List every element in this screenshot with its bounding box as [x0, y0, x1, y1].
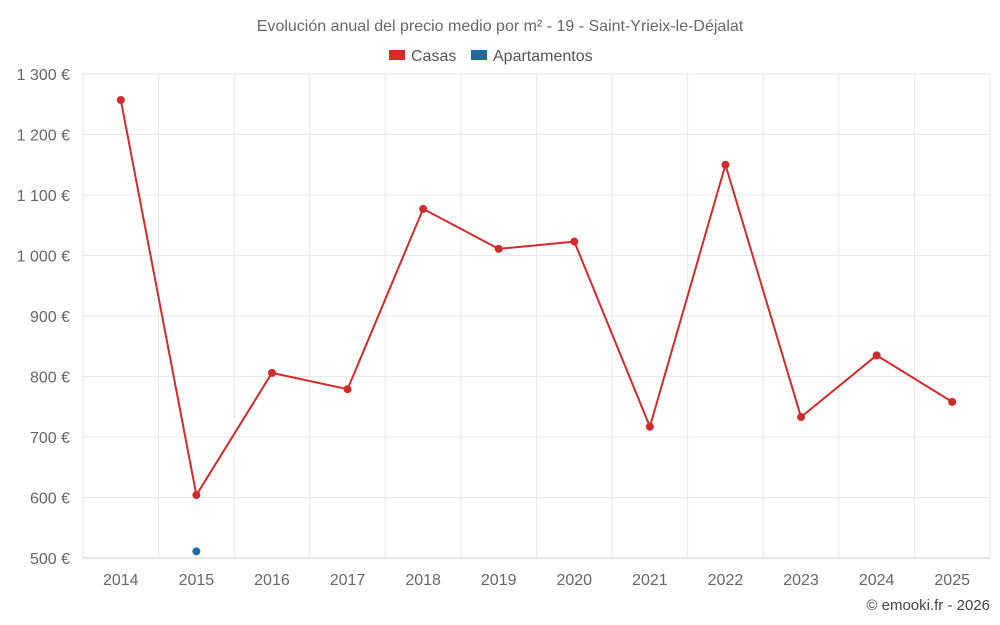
y-tick-label: 1 000 €: [17, 249, 70, 266]
data-point[interactable]: [267, 368, 276, 377]
series-line: [119, 99, 953, 497]
data-point[interactable]: [192, 491, 201, 500]
x-tick-label: 2014: [103, 572, 139, 589]
data-point[interactable]: [645, 422, 654, 431]
x-tick-label: 2019: [481, 572, 517, 589]
x-tick-label: 2021: [632, 572, 668, 589]
data-point[interactable]: [948, 397, 957, 406]
y-tick-label: 800 €: [30, 370, 70, 387]
y-tick-label: 1 200 €: [17, 128, 70, 145]
series-apartamentos: [192, 547, 201, 556]
x-tick-label: 2018: [405, 572, 441, 589]
grid: [82, 73, 991, 559]
y-tick-label: 1 100 €: [17, 188, 70, 205]
x-tick-label: 2016: [254, 572, 290, 589]
series: [116, 96, 957, 556]
data-point[interactable]: [872, 351, 881, 360]
x-tick-label: 2015: [179, 572, 215, 589]
y-tick-label: 1 300 €: [17, 67, 70, 84]
x-tick-label: 2025: [934, 572, 970, 589]
x-axis-ticks: 2014 2015 2016 2017 2018 2019 2020 2021 2022 2023…: [103, 572, 970, 589]
legend-item-casas[interactable]: Casas: [389, 48, 456, 65]
legend-label: Casas: [411, 48, 456, 65]
x-tick-label: 2020: [556, 572, 592, 589]
legend-label: Apartamentos: [493, 48, 593, 65]
x-tick-label: 2024: [859, 572, 895, 589]
y-tick-label: 700 €: [30, 430, 70, 447]
y-tick-label: 500 €: [30, 551, 70, 568]
data-point[interactable]: [116, 96, 125, 105]
x-tick-label: 2022: [708, 572, 744, 589]
data-point[interactable]: [494, 244, 503, 253]
y-tick-label: 600 €: [30, 491, 70, 508]
credit-text: © emooki.fr - 2026: [866, 597, 990, 614]
data-point[interactable]: [570, 237, 579, 246]
legend: Casas Apartamentos: [389, 48, 593, 65]
x-tick-label: 2023: [783, 572, 819, 589]
data-point[interactable]: [721, 160, 730, 169]
series-casas: [116, 96, 957, 500]
data-point[interactable]: [419, 204, 428, 213]
legend-swatch: [471, 50, 487, 60]
data-point[interactable]: [343, 385, 352, 394]
x-tick-label: 2017: [330, 572, 366, 589]
data-point[interactable]: [192, 547, 201, 556]
legend-swatch: [389, 50, 405, 60]
data-point[interactable]: [797, 413, 806, 422]
y-tick-label: 900 €: [30, 309, 70, 326]
chart-title: Evolución anual del precio medio por m² …: [257, 18, 744, 35]
legend-item-apartamentos[interactable]: Apartamentos: [471, 48, 593, 65]
y-axis-ticks: 500 € 600 € 700 € 800 € 900 € 1 000 € 1 100 € 1…: [17, 67, 70, 568]
